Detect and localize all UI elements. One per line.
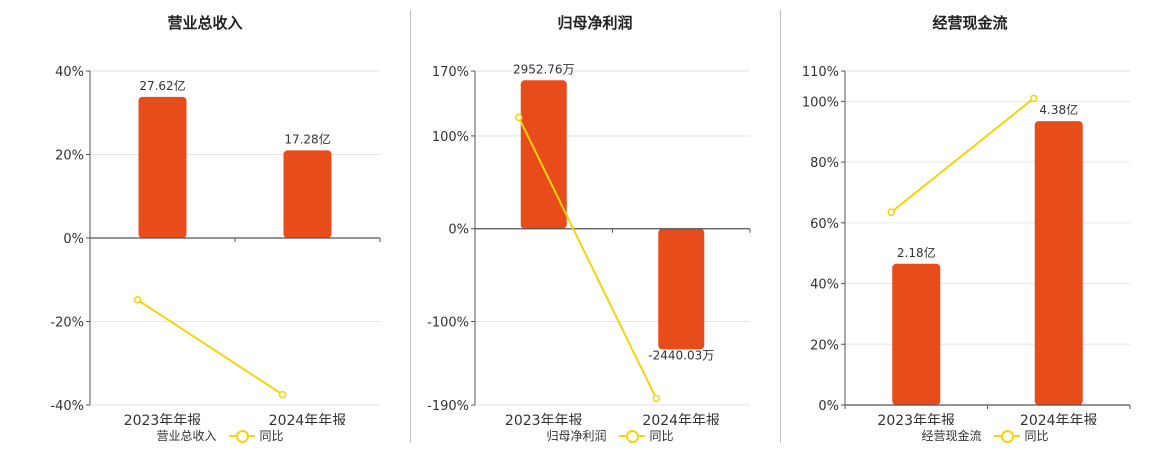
bar-value-label: 4.38亿	[1039, 102, 1078, 117]
legend-item-bar[interactable]: 营业总收入	[126, 427, 216, 444]
legend-item-bar[interactable]: 经营现金流	[891, 427, 981, 444]
yoy-point	[278, 390, 287, 399]
chart-legend: 归母净利润 同比	[410, 427, 780, 444]
legend-bar-swatch	[516, 429, 541, 443]
y-tick-label: -190%	[427, 399, 469, 414]
legend-item-line[interactable]: 同比	[993, 427, 1049, 444]
y-tick-label: 110%	[802, 65, 839, 80]
legend-line-swatch	[993, 429, 1020, 443]
y-tick-label: -40%	[50, 399, 84, 414]
legend-bar-label: 营业总收入	[156, 429, 217, 443]
legend-bar-swatch	[126, 429, 151, 443]
bar	[520, 80, 567, 229]
legend-item-line[interactable]: 同比	[618, 427, 674, 444]
yoy-point	[515, 113, 523, 122]
legend-bar-label: 归母净利润	[546, 429, 607, 443]
chart-panel-operating-cash-flow: 经营现金流 0% 20% 40% 60% 80% 100% 110% 2.18亿 4.38亿 20…	[780, 0, 1160, 450]
panel-divider	[780, 10, 781, 443]
chart-legend: 营业总收入 同比	[0, 427, 410, 444]
bar-value-label: 2.18亿	[897, 245, 936, 260]
yoy-line	[517, 116, 658, 399]
y-tick-label: -100%	[427, 316, 469, 331]
yoy-point	[1030, 94, 1038, 103]
yoy-line	[136, 298, 284, 396]
yoy-point	[652, 394, 660, 403]
x-tick-label: 2023年年报	[124, 413, 202, 425]
legend-line-swatch	[618, 429, 645, 443]
legend-line-label: 同比	[649, 429, 674, 443]
bar	[283, 150, 332, 238]
y-tick-label: 40%	[55, 65, 84, 80]
x-tick-label: 2024年年报	[1020, 413, 1098, 425]
legend-line-label: 同比	[1024, 429, 1049, 443]
bar	[892, 263, 941, 405]
chart-legend: 经营现金流 同比	[780, 427, 1160, 444]
y-tick-label: 20%	[55, 149, 84, 164]
y-tick-label: 40%	[810, 278, 839, 293]
legend-line-swatch	[228, 429, 255, 443]
y-tick-label: 20%	[810, 338, 839, 353]
x-tick-label: 2023年年报	[877, 413, 955, 425]
legend-line-label: 同比	[259, 429, 284, 443]
bar	[1034, 121, 1083, 405]
chart-title: 归母净利润	[557, 14, 633, 32]
chart-panel-net-profit: 归母净利润 -190% -100% 0% 100% 170% 2952.76万 -2440.…	[410, 0, 780, 450]
legend-item-bar[interactable]: 归母净利润	[516, 427, 606, 444]
chart-svg: 0% 20% 40% 60% 80% 100% 110% 2.18亿 4.38亿 2023年年报 2…	[802, 65, 1131, 425]
x-tick-label: 2024年年报	[269, 413, 347, 425]
x-tick-label: 2024年年报	[642, 413, 720, 425]
y-tick-label: 170%	[432, 65, 469, 80]
legend-item-line[interactable]: 同比	[228, 427, 284, 444]
chart-svg: -40% -20% 0% 20% 40% 27.62亿 17.28亿 2023年年报 2024年…	[50, 65, 381, 425]
bar-value-label: 17.28亿	[284, 131, 330, 146]
yoy-point	[133, 296, 142, 304]
chart-title: 营业总收入	[167, 14, 243, 32]
y-tick-label: -20%	[50, 316, 84, 331]
chart-panel-revenue: 营业总收入 -40% -20% 0% 20% 40% 27.62亿 17.28亿 2023年年…	[0, 0, 410, 450]
y-tick-label: 100%	[432, 130, 469, 145]
bar-value-label: 27.62亿	[139, 78, 185, 93]
yoy-point	[887, 208, 895, 216]
y-tick-label: 80%	[810, 156, 839, 171]
bar	[138, 96, 187, 238]
chart-title: 经营现金流	[932, 14, 1008, 32]
bar-value-label: -2440.03万	[648, 348, 714, 362]
bar-value-label: 2952.76万	[513, 62, 575, 76]
legend-bar-label: 经营现金流	[921, 429, 982, 443]
panel-divider	[410, 10, 411, 443]
y-tick-label: 0%	[818, 399, 839, 414]
legend-bar-swatch	[891, 429, 916, 443]
chart-svg: -190% -100% 0% 100% 170% 2952.76万 -2440.03万 202…	[427, 62, 751, 425]
y-tick-label: 0%	[63, 232, 84, 247]
y-tick-label: 60%	[810, 217, 839, 232]
bar	[658, 228, 705, 350]
y-tick-label: 100%	[802, 95, 839, 110]
yoy-line	[890, 97, 1035, 213]
x-tick-label: 2023年年报	[505, 413, 583, 425]
y-tick-label: 0%	[448, 223, 469, 238]
